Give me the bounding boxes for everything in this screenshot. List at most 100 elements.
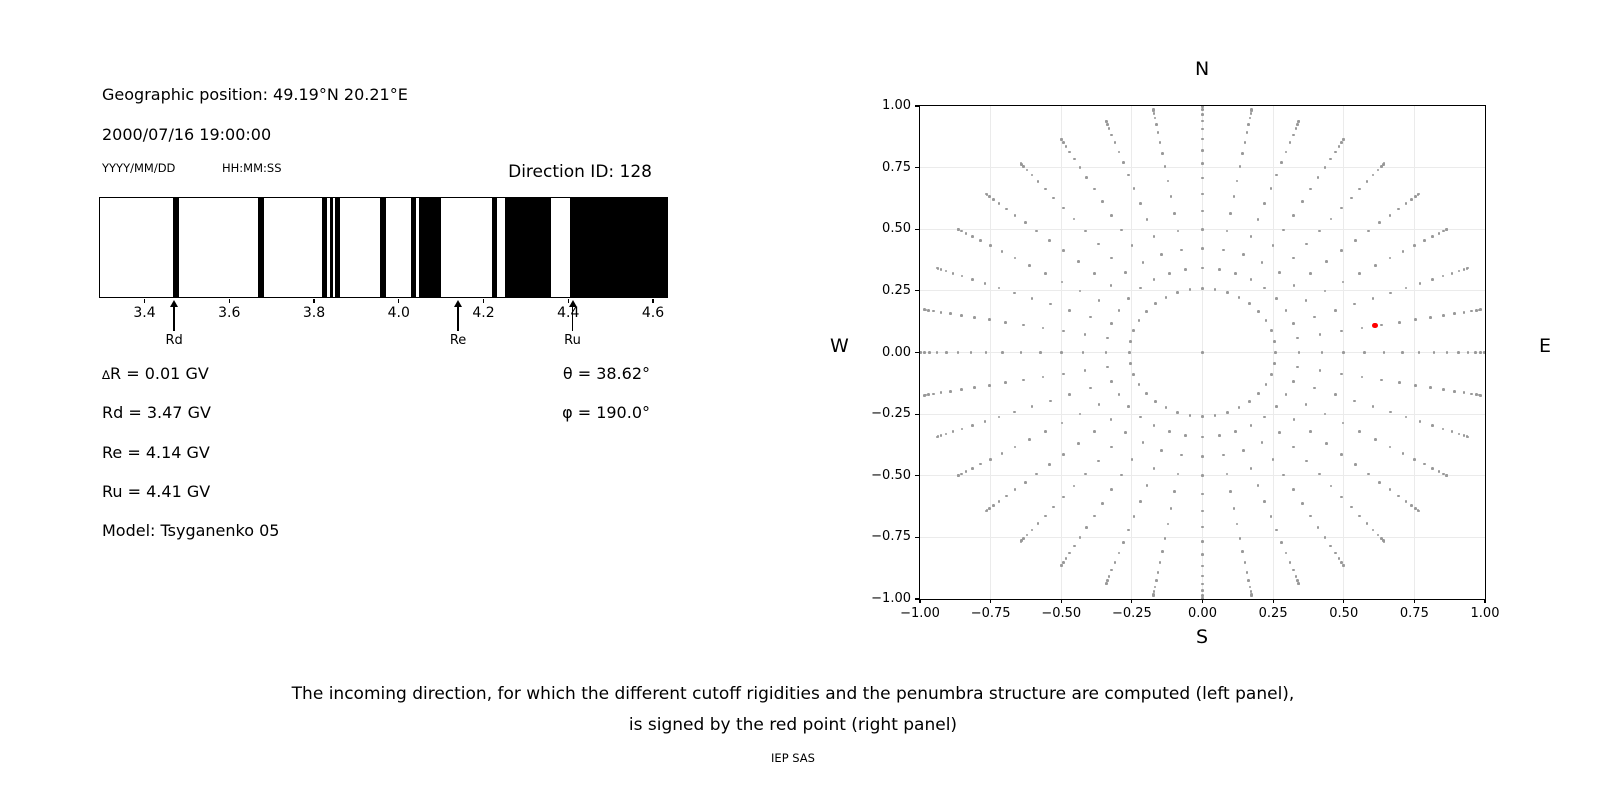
direction-dot bbox=[1201, 176, 1204, 180]
delta-r-value: R = 0.01 GV bbox=[110, 364, 209, 383]
direction-dot bbox=[922, 394, 926, 397]
direction-dot bbox=[1221, 248, 1225, 252]
direction-dot bbox=[1263, 415, 1266, 419]
direction-dot bbox=[1366, 229, 1370, 233]
direction-dot bbox=[1414, 383, 1417, 387]
direction-dot bbox=[1445, 227, 1449, 231]
direction-dot bbox=[1296, 336, 1299, 340]
direction-dot bbox=[1445, 351, 1449, 354]
direction-dot bbox=[1176, 291, 1179, 294]
direction-dot bbox=[935, 266, 939, 270]
direction-dot bbox=[1462, 391, 1466, 395]
figure-caption: The incoming direction, for which the di… bbox=[0, 686, 1586, 766]
direction-dot bbox=[1354, 239, 1357, 242]
arrow-shaft bbox=[173, 307, 175, 331]
direction-dot bbox=[1184, 434, 1188, 437]
direction-dot bbox=[1318, 369, 1322, 372]
direction-dot bbox=[1241, 152, 1244, 155]
direction-dot bbox=[1318, 333, 1322, 336]
direction-dot bbox=[1166, 522, 1170, 526]
direction-dot bbox=[1234, 430, 1237, 434]
direction-dot bbox=[1380, 378, 1383, 382]
direction-dot bbox=[1388, 256, 1392, 260]
direction-dot bbox=[971, 235, 974, 238]
direction-dot bbox=[1374, 264, 1377, 267]
direction-dot bbox=[939, 391, 943, 395]
direction-dot bbox=[1064, 557, 1068, 560]
direction-dot bbox=[1072, 484, 1076, 488]
y-axis-tick bbox=[915, 475, 919, 477]
direction-dot bbox=[1248, 116, 1252, 120]
direction-dot bbox=[1309, 187, 1312, 191]
direction-dot bbox=[1084, 229, 1088, 233]
direction-dot bbox=[1128, 351, 1131, 354]
penumbra-axis-tick-label: 3.4 bbox=[133, 305, 156, 321]
direction-dot bbox=[1235, 179, 1239, 183]
direction-dot bbox=[1475, 393, 1478, 396]
direction-dot bbox=[1422, 462, 1426, 466]
direction-dot bbox=[956, 227, 960, 231]
direction-dot bbox=[1005, 494, 1008, 498]
direction-dot bbox=[1201, 597, 1204, 599]
direction-dot bbox=[1256, 218, 1260, 221]
compass-south-label: S bbox=[1196, 626, 1209, 648]
penumbra-axis-tick-label: 3.6 bbox=[218, 305, 241, 321]
direction-dot bbox=[1201, 564, 1204, 568]
direction-dot bbox=[1180, 453, 1184, 457]
x-tick-label: −1.00 bbox=[900, 606, 940, 621]
direction-dot bbox=[997, 500, 1001, 503]
direction-dot bbox=[922, 308, 926, 311]
direction-dot bbox=[1104, 582, 1108, 586]
direction-dot bbox=[1139, 415, 1142, 419]
direction-dot bbox=[1120, 228, 1123, 232]
direction-dot bbox=[1466, 266, 1470, 270]
direction-dot bbox=[973, 316, 976, 319]
penumbra-axis-tick-label: 3.8 bbox=[302, 305, 326, 321]
direction-dot bbox=[1342, 137, 1346, 141]
direction-dot bbox=[1263, 286, 1266, 290]
direction-dot bbox=[1106, 123, 1109, 126]
x-tick-label: −0.25 bbox=[1111, 606, 1152, 621]
direction-dot bbox=[1106, 579, 1109, 582]
direction-dot bbox=[1164, 295, 1168, 299]
penumbra-bar bbox=[330, 198, 334, 297]
direction-dot bbox=[1201, 287, 1204, 290]
direction-dot bbox=[1429, 316, 1432, 319]
direction-dot bbox=[1030, 297, 1034, 300]
direction-dot bbox=[1340, 561, 1343, 565]
direction-dot bbox=[1005, 207, 1008, 211]
direction-dot bbox=[1109, 418, 1113, 421]
direction-dot bbox=[1274, 351, 1277, 354]
direction-dot bbox=[1226, 411, 1229, 414]
direction-dot bbox=[1291, 445, 1295, 449]
direction-dot bbox=[1462, 268, 1466, 271]
direction-dot bbox=[1028, 264, 1031, 267]
direction-dot bbox=[1320, 351, 1324, 354]
direction-dot bbox=[1288, 141, 1292, 144]
direction-dot bbox=[1201, 266, 1204, 270]
direction-dot bbox=[971, 278, 974, 281]
direction-dot bbox=[1249, 424, 1253, 427]
direction-dot bbox=[1232, 195, 1236, 198]
direction-dot bbox=[1292, 284, 1296, 287]
direction-dot bbox=[1304, 299, 1308, 302]
y-tick-label: 0.25 bbox=[882, 282, 911, 298]
direction-plot-area bbox=[920, 106, 1485, 599]
direction-dot bbox=[1030, 173, 1034, 177]
direction-dot bbox=[1201, 209, 1204, 213]
direction-dot bbox=[989, 457, 992, 461]
y-tick-label: −1.00 bbox=[871, 591, 911, 606]
direction-dot bbox=[1122, 540, 1125, 544]
direction-dot bbox=[1397, 207, 1400, 211]
direction-dot bbox=[1043, 430, 1047, 434]
direction-dot bbox=[1401, 250, 1405, 253]
direction-dot bbox=[1301, 200, 1304, 203]
x-axis-tick bbox=[1060, 599, 1062, 603]
direction-dot bbox=[1371, 173, 1375, 177]
direction-dot bbox=[1353, 399, 1357, 403]
direction-dot bbox=[1388, 291, 1392, 295]
direction-dot bbox=[1340, 329, 1343, 333]
direction-dot bbox=[1249, 590, 1253, 593]
direction-dot bbox=[1275, 528, 1278, 532]
direction-dot bbox=[1129, 340, 1132, 343]
